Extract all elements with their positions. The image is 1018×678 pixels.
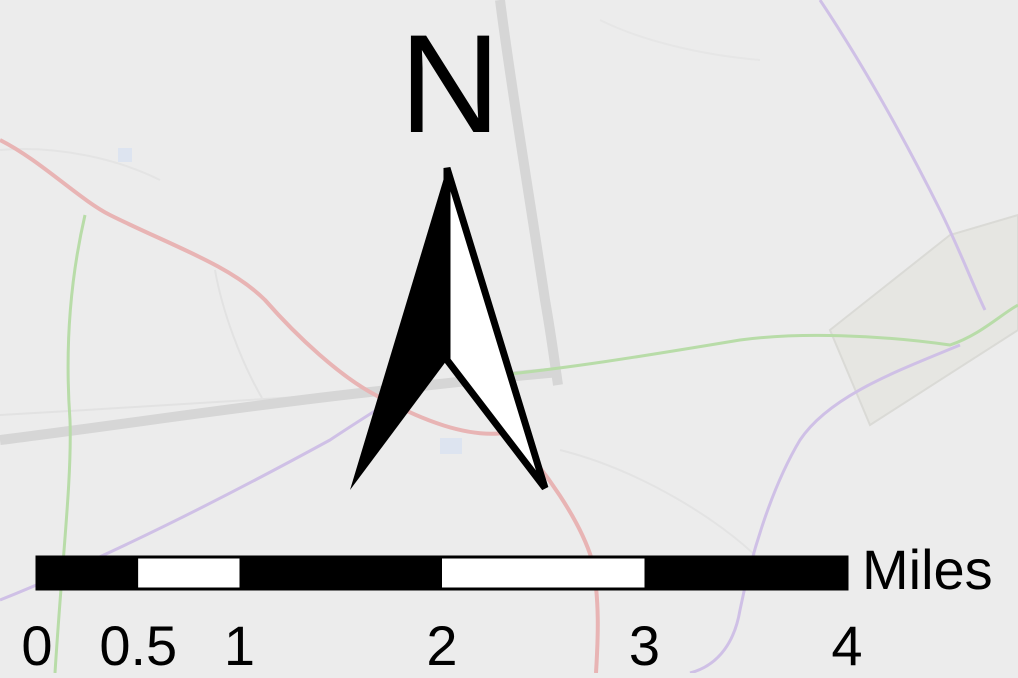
north-label: N bbox=[399, 5, 501, 162]
water-feature bbox=[118, 148, 132, 162]
scale-bar-segment-black bbox=[239, 557, 442, 589]
green-road bbox=[469, 303, 1018, 380]
purple-road bbox=[689, 343, 961, 673]
red-road bbox=[0, 138, 600, 673]
green-road bbox=[53, 214, 87, 673]
purple-road bbox=[818, 0, 987, 311]
minor-street bbox=[214, 269, 263, 399]
scale-tick-label: 0 bbox=[21, 614, 53, 677]
scale-bar-segment-black bbox=[644, 557, 847, 589]
north-arrow-left-half bbox=[350, 168, 447, 490]
scale-bar bbox=[35, 555, 849, 591]
minor-street bbox=[599, 19, 761, 61]
north-arrow-right-half bbox=[443, 166, 549, 491]
minor-street bbox=[559, 449, 761, 561]
scale-tick-label: 2 bbox=[426, 614, 458, 677]
north-arrow-icon bbox=[350, 166, 549, 491]
scale-tick-label: 1 bbox=[223, 614, 256, 677]
scale-unit-label: Miles bbox=[862, 538, 993, 601]
scale-bar-segment-white bbox=[138, 557, 240, 589]
water-feature bbox=[440, 438, 462, 454]
minor-street bbox=[0, 148, 161, 181]
scale-bar-segment-white bbox=[442, 557, 645, 589]
gray-highway bbox=[495, 0, 563, 386]
scale-bar-outline bbox=[35, 555, 849, 591]
scale-tick-label: 0.5 bbox=[99, 614, 178, 677]
scale-tick-label: 3 bbox=[628, 614, 661, 677]
urban-area bbox=[828, 213, 1018, 427]
scale-tick-label: 4 bbox=[831, 614, 863, 677]
scale-bar-segment-black bbox=[37, 557, 139, 589]
